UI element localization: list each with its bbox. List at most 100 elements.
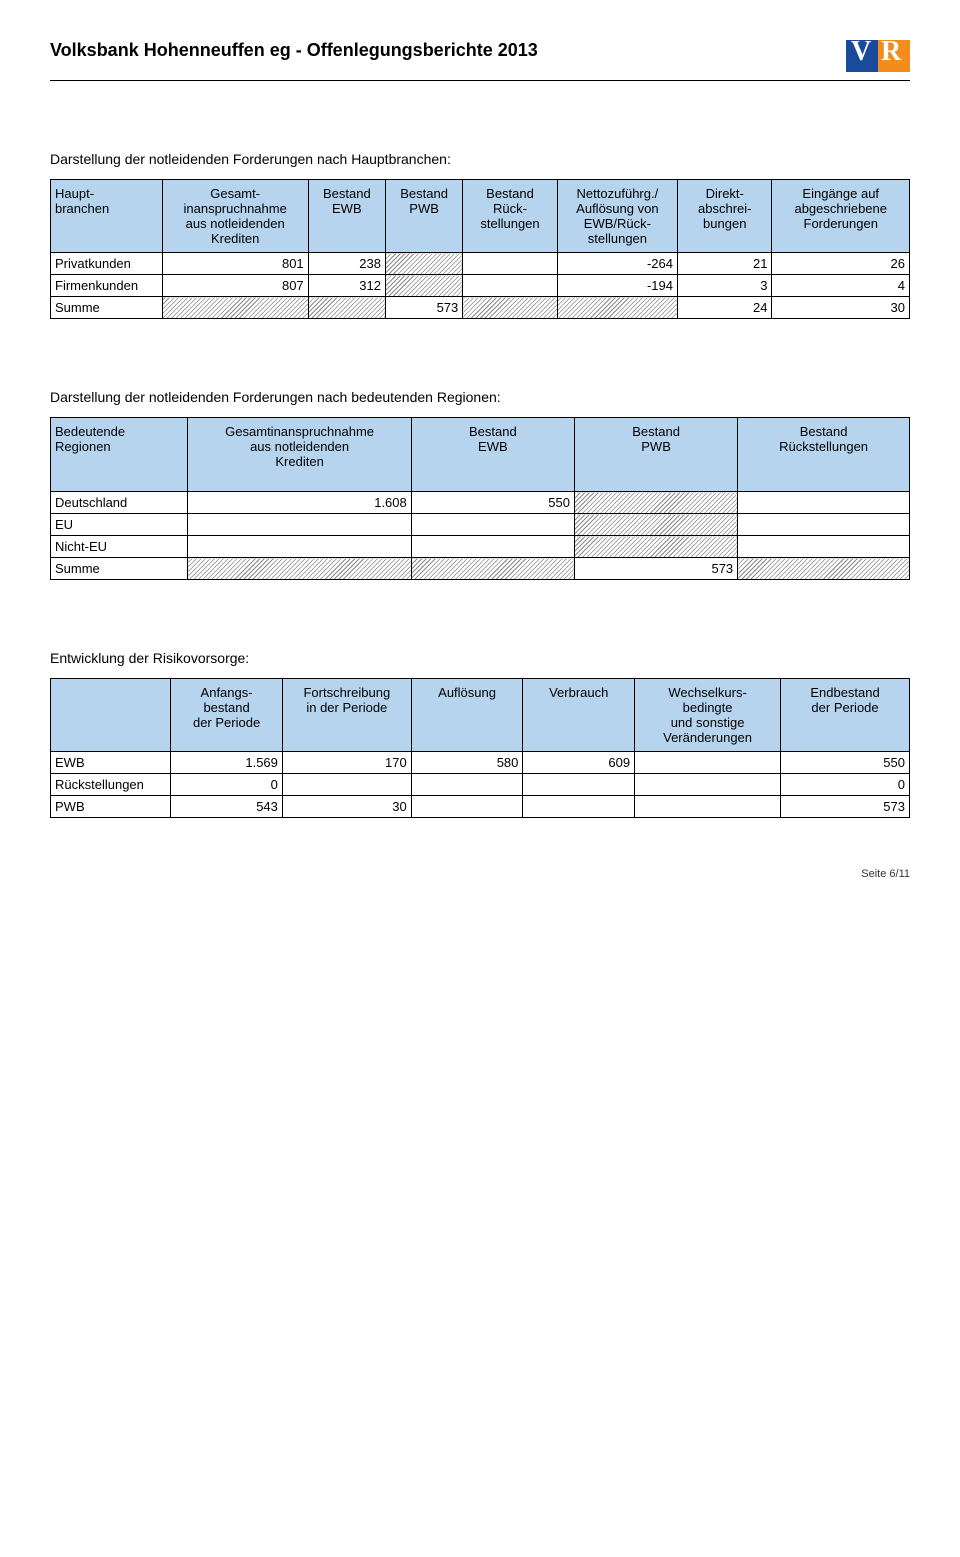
row-label: Firmenkunden [51,275,163,297]
table-cell [635,796,781,818]
table-cell: 3 [678,275,772,297]
table-cell: 573 [781,796,910,818]
table-regions: Bedeutende Regionen Gesamtinanspruchnahm… [50,417,910,580]
table-row: EWB1.569170580609 550 [51,752,910,774]
table-cell [308,297,385,319]
col-header: Wechselkurs- bedingte und sonstige Verän… [635,679,781,752]
section-title-regions: Darstellung der notleidenden Forderungen… [50,389,910,405]
row-label: PWB [51,796,171,818]
table-cell: 550 [781,752,910,774]
row-label: Deutschland [51,492,188,514]
col-header: Bedeutende Regionen [51,418,188,492]
col-header: Bestand EWB [411,418,574,492]
col-header: Nettozuführg./ Auflösung von EWB/Rück- s… [557,180,677,253]
table-cell: 24 [678,297,772,319]
table-cell: 609 [523,752,635,774]
table-cell: 4 [772,275,910,297]
table-cell [557,297,677,319]
row-label: Summe [51,558,188,580]
row-label: Privatkunden [51,253,163,275]
table-cell [282,774,411,796]
table-row: EU [51,514,910,536]
table-cell: -264 [557,253,677,275]
table-cell: 550 [411,492,574,514]
table-cell: 801 [162,253,308,275]
table-cell [738,492,910,514]
col-header: Auflösung [411,679,523,752]
table-cell: 170 [282,752,411,774]
table-cell: 21 [678,253,772,275]
table-cell: 0 [781,774,910,796]
table-cell [574,514,737,536]
table-cell [188,514,411,536]
table-cell: 30 [282,796,411,818]
row-label: EWB [51,752,171,774]
table-cell [635,774,781,796]
table-cell [463,253,557,275]
table-row: Rückstellungen00 [51,774,910,796]
table-cell [738,536,910,558]
table-row: Summe 573 2430 [51,297,910,319]
table-cell [523,774,635,796]
table-cell: 312 [308,275,385,297]
table-cell: 1.569 [171,752,283,774]
table-cell [385,253,462,275]
table-row: Nicht-EU [51,536,910,558]
col-header: Eingänge auf abgeschriebene Forderungen [772,180,910,253]
row-label: Nicht-EU [51,536,188,558]
row-label: EU [51,514,188,536]
section-title-risiko: Entwicklung der Risikovorsorge: [50,650,910,666]
table-row: Deutschland1.608550 [51,492,910,514]
table-branches: Haupt- branchen Gesamt- inanspruchnahme … [50,179,910,319]
col-header [51,679,171,752]
col-header: Direkt- abschrei- bungen [678,180,772,253]
table-row: Summe 573 [51,558,910,580]
volksbank-logo: V R [846,40,910,76]
table-cell [523,796,635,818]
table-row: Privatkunden801238-2642126 [51,253,910,275]
table-cell [574,536,737,558]
table-cell [463,275,557,297]
table-cell [463,297,557,319]
table-cell: 807 [162,275,308,297]
table-cell: 26 [772,253,910,275]
table-cell [385,275,462,297]
col-header: Gesamt- inanspruchnahme aus notleidenden… [162,180,308,253]
col-header: Bestand PWB [574,418,737,492]
col-header: Endbestand der Periode [781,679,910,752]
col-header: Gesamtinanspruchnahme aus notleidenden K… [188,418,411,492]
header-title: Volksbank Hohenneuffen eg - Offenlegungs… [50,40,538,61]
table-cell [162,297,308,319]
col-header: Bestand Rückstellungen [738,418,910,492]
table-cell: 573 [385,297,462,319]
table-cell [188,558,411,580]
table-cell: 580 [411,752,523,774]
table-cell: 573 [574,558,737,580]
col-header: Bestand PWB [385,180,462,253]
table-cell [188,536,411,558]
row-label: Rückstellungen [51,774,171,796]
table-cell [411,536,574,558]
col-header: Fortschreibung in der Periode [282,679,411,752]
table-cell [574,492,737,514]
table-cell [411,774,523,796]
table-cell: -194 [557,275,677,297]
page-header: Volksbank Hohenneuffen eg - Offenlegungs… [50,40,910,81]
table-cell: 1.608 [188,492,411,514]
table-risiko: Anfangs- bestand der Periode Fortschreib… [50,678,910,818]
row-label: Summe [51,297,163,319]
section-title-branches: Darstellung der notleidenden Forderungen… [50,151,910,167]
table-cell [635,752,781,774]
table-cell [411,558,574,580]
col-header: Bestand EWB [308,180,385,253]
col-header: Bestand Rück- stellungen [463,180,557,253]
table-cell: 0 [171,774,283,796]
col-header: Verbrauch [523,679,635,752]
table-cell: 543 [171,796,283,818]
col-header: Anfangs- bestand der Periode [171,679,283,752]
table-cell [738,514,910,536]
table-cell [411,796,523,818]
table-cell [411,514,574,536]
table-row: PWB54330 573 [51,796,910,818]
table-cell: 30 [772,297,910,319]
